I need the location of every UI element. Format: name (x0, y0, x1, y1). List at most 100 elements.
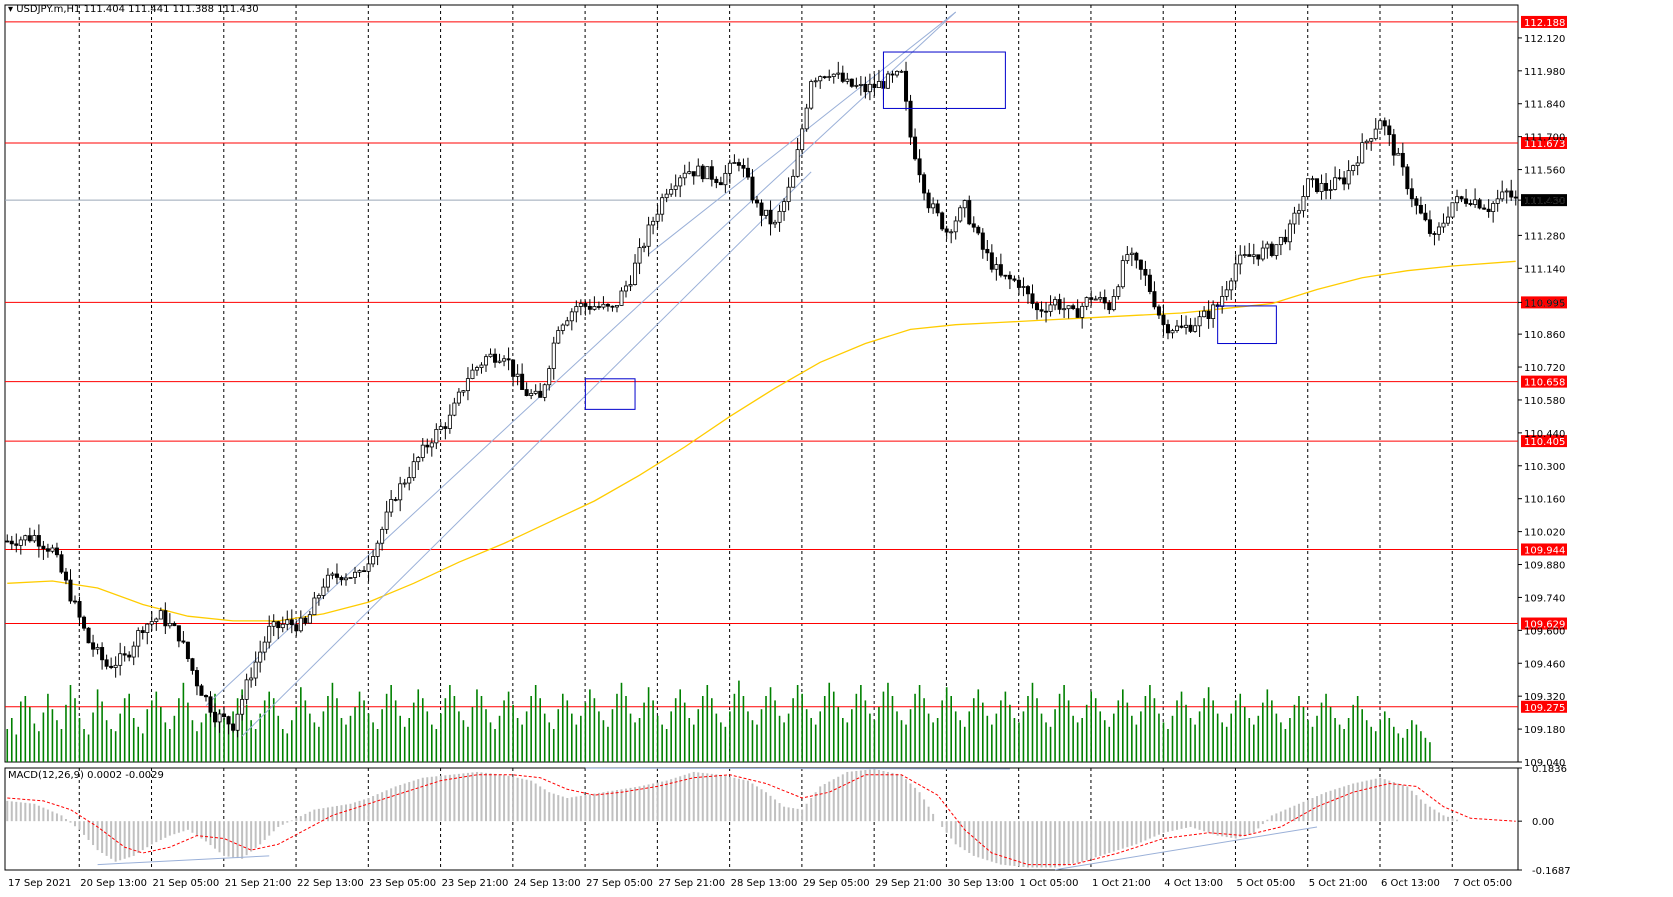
price-tick-label: 109.600 (1524, 626, 1565, 637)
candle-body (41, 545, 46, 550)
candle-body (994, 264, 999, 270)
candle-body (452, 402, 457, 416)
time-tick-label: 29 Sep 21:00 (875, 878, 942, 889)
candle-body (91, 642, 96, 650)
candle-body (1206, 310, 1211, 319)
candle-body (1459, 196, 1464, 200)
candle-body (176, 625, 181, 642)
candle-body (50, 547, 55, 552)
candle-body (1260, 247, 1265, 260)
candle-body (334, 573, 339, 578)
candle-body (1156, 306, 1161, 316)
candle-body (985, 248, 990, 254)
ohlc-values: 111.404 111.441 111.388 111.430 (83, 4, 259, 15)
candle-body (565, 320, 570, 326)
candle-body (1283, 236, 1288, 243)
price-tick-label: 112.120 (1524, 34, 1565, 45)
price-tick-label: 110.860 (1524, 330, 1565, 341)
candle-body (1138, 259, 1143, 270)
candle-body (411, 461, 416, 479)
time-tick-label: 23 Sep 21:00 (442, 878, 509, 889)
candle-body (1170, 330, 1175, 334)
current-price-box (1521, 194, 1567, 207)
candle-body (520, 373, 525, 390)
candle-body (953, 220, 958, 233)
candle-body (262, 641, 267, 653)
candle-body (1373, 128, 1378, 140)
candle-body (104, 659, 109, 667)
candle-body (1486, 208, 1491, 213)
candle-body (1455, 196, 1460, 204)
candle-body (1473, 199, 1478, 205)
candle-body (533, 390, 538, 394)
candle-body (348, 577, 353, 579)
candle-body (836, 72, 841, 75)
candle-body (664, 193, 669, 199)
candle-body (1305, 178, 1310, 197)
candle-body (741, 164, 746, 169)
candle-body (980, 232, 985, 250)
candle-body (1509, 190, 1514, 198)
candle-body (786, 186, 791, 203)
candle-body (578, 303, 583, 307)
candle-body (800, 128, 805, 151)
candle-body (899, 70, 904, 73)
candle-body (556, 330, 561, 344)
candle-body (1125, 254, 1130, 262)
candle-body (1364, 140, 1369, 144)
candle-body (750, 176, 755, 201)
rectangle-annotations[interactable] (584, 51, 1277, 410)
candle-body (538, 390, 543, 398)
trend-channel-lines[interactable] (205, 11, 957, 737)
candle-body (1396, 152, 1401, 156)
level-label: 112.188 (1524, 18, 1565, 29)
candle-body (1278, 236, 1283, 246)
candle-body (1075, 308, 1080, 318)
candle-body (1116, 286, 1121, 297)
candle-body (14, 543, 19, 546)
candle-body (840, 72, 845, 82)
candle-body (1242, 254, 1247, 256)
candle-body (764, 209, 769, 216)
candle-body (1482, 207, 1487, 210)
price-tick-label: 110.020 (1524, 528, 1565, 539)
collapse-triangle-icon[interactable]: ▾ (8, 4, 14, 15)
candle-body (276, 621, 281, 629)
level-label-box (1521, 700, 1567, 713)
candle-body (542, 384, 547, 398)
candle-body (190, 658, 195, 671)
candle-body (1161, 314, 1166, 325)
candle-body (45, 548, 50, 552)
channel-line (241, 171, 812, 737)
candle-body (54, 547, 59, 556)
candle-body (642, 245, 647, 249)
candle-body (723, 172, 728, 186)
candle-body (127, 654, 132, 658)
candle-body (529, 393, 534, 396)
time-tick-label: 23 Sep 05:00 (369, 878, 436, 889)
volume-bars (6, 680, 1431, 762)
candle-body (77, 601, 82, 618)
candle-body (1229, 280, 1234, 291)
candle-body (163, 610, 168, 627)
time-tick-label: 28 Sep 13:00 (731, 878, 798, 889)
macd-divergence-line (97, 855, 270, 866)
candle-body (515, 373, 520, 377)
candle-body (1030, 293, 1035, 304)
candle-body (1120, 260, 1125, 288)
candle-body (601, 303, 606, 308)
candle-body (199, 685, 204, 696)
candle-body (610, 305, 615, 308)
candle-body (312, 597, 317, 616)
candle-body (583, 303, 588, 307)
candle-body (194, 670, 199, 687)
candle-body (592, 306, 597, 310)
chart-header: ▾ USDJPY.m,H1 111.404 111.441 111.388 11… (8, 4, 259, 15)
time-tick-label: 27 Sep 05:00 (586, 878, 653, 889)
horizontal-levels[interactable]: 112.188 111.673 110.995 110.658 110.405 109.9… (5, 15, 1567, 714)
candle-body (759, 202, 764, 216)
candle-body (940, 212, 945, 230)
candle-body (86, 627, 91, 644)
candle-body (1152, 291, 1157, 308)
